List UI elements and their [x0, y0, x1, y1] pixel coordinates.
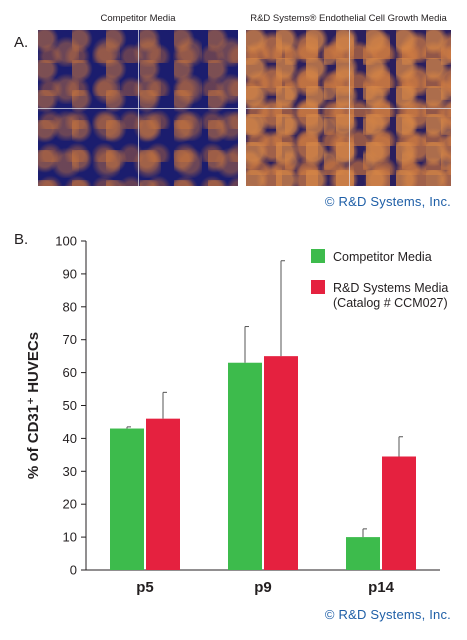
x-tick-label-p14: p14: [368, 579, 395, 596]
y-tick-label: 70: [63, 332, 77, 347]
y-tick-label: 90: [63, 266, 77, 281]
y-tick-label: 60: [63, 365, 77, 380]
micrograph-competitor: [38, 30, 238, 186]
legend-label-rnd: R&D Systems Media: [333, 281, 448, 295]
panel-b-label: B.: [14, 231, 29, 248]
legend-swatch-rnd: [311, 280, 325, 294]
image-caption-rnd: R&D Systems® Endothelial Cell Growth Med…: [250, 13, 447, 24]
legend-label-rnd-catalog: (Catalog # CCM027): [333, 296, 448, 310]
y-tick-label: 10: [63, 530, 77, 545]
y-axis-label: % of CD31⁺ HUVECs: [25, 332, 42, 479]
bar-p14-competitor: [346, 537, 380, 570]
bar-p9-rnd: [264, 356, 298, 570]
image-caption-competitor: Competitor Media: [100, 13, 176, 24]
bar-p5-rnd: [146, 418, 180, 570]
panel-a-label: A.: [14, 34, 29, 51]
bar-p5-competitor: [110, 428, 144, 570]
y-tick-label: 0: [70, 563, 77, 578]
bar-p14-rnd: [382, 456, 416, 570]
legend-swatch-competitor: [311, 249, 325, 263]
y-tick-label: 40: [63, 431, 77, 446]
copyright-notice-a: © R&D Systems, Inc.: [324, 194, 451, 209]
y-tick-label: 50: [63, 398, 77, 413]
y-tick-label: 30: [63, 464, 77, 479]
copyright-notice-b: © R&D Systems, Inc.: [324, 607, 451, 622]
x-tick-label-p9: p9: [254, 579, 272, 596]
bar-p9-competitor: [228, 362, 262, 570]
micrograph-rnd: [246, 30, 451, 186]
legend-label-competitor: Competitor Media: [333, 250, 432, 264]
y-tick-label: 100: [55, 234, 77, 249]
y-tick-label: 20: [63, 497, 77, 512]
x-tick-label-p5: p5: [136, 579, 154, 596]
y-tick-label: 80: [63, 299, 77, 314]
